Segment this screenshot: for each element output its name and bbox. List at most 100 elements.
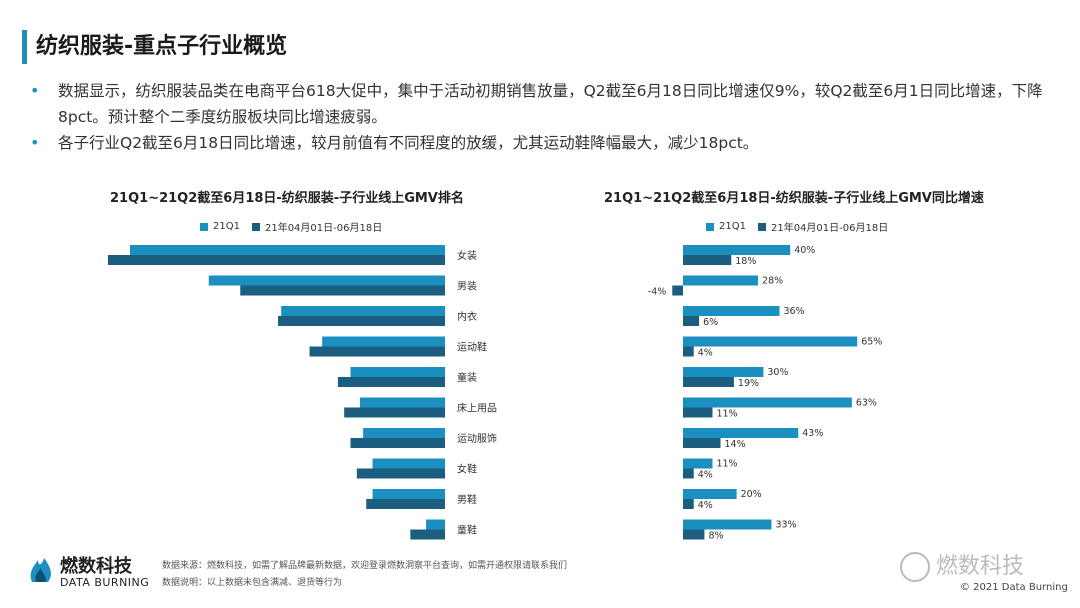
legend-label-s1: 21Q1 — [213, 221, 240, 232]
category-label: 男鞋 — [457, 493, 477, 506]
bar-right-s2 — [683, 316, 700, 326]
left-chart-legend: 21Q1 21年04月01日-06月18日 — [200, 219, 394, 234]
data-label-s2: 6% — [703, 317, 718, 328]
category-label: 女鞋 — [457, 463, 477, 476]
data-label-s2: 11% — [716, 409, 737, 420]
data-description-note: 数据说明：以上数据未包含满减、退货等行为 — [162, 578, 343, 588]
category-label: 运动服饰 — [457, 432, 497, 445]
bar-right-s2 — [683, 255, 732, 265]
copyright: © 2021 Data Burning — [960, 582, 1068, 593]
legend-item-s1: 21Q1 — [200, 221, 240, 232]
bar-right-s1 — [683, 489, 737, 499]
bar-left-s2 — [366, 499, 445, 509]
legend-swatch-s1 — [706, 222, 714, 231]
data-label-s1: 28% — [762, 276, 783, 287]
bar-right-s2 — [683, 346, 694, 357]
data-label-s2: 8% — [708, 531, 723, 542]
bar-right-s1 — [683, 306, 780, 316]
bar-right-s1 — [683, 245, 791, 255]
legend-item-s2: 21年04月01日-06月18日 — [251, 219, 383, 234]
title-accent-bar — [22, 30, 27, 64]
bar-left-s2 — [278, 316, 445, 326]
data-label-s2: 4% — [698, 500, 713, 511]
bar-left-s1 — [281, 306, 445, 316]
bar-right-s2 — [683, 529, 705, 540]
legend-item-s1: 21Q1 — [706, 221, 746, 232]
category-label: 运动鞋 — [457, 341, 487, 354]
bar-left-s2 — [356, 468, 445, 479]
data-source-note: 数据来源：燃数科技，如需了解品牌最新数据，欢迎登录燃数洞察平台查询，如需开通权限… — [162, 561, 568, 571]
bar-left-s2 — [309, 346, 445, 357]
watermark-text: 燃数科技 — [936, 554, 1025, 579]
brand-name: 燃数科技 — [60, 556, 132, 577]
bullet-item: 数据显示，纺织服装品类在电商平台618大促中，集中于活动初期销售放量，Q2截至6… — [28, 78, 1058, 130]
bar-left-s2 — [410, 529, 445, 540]
bar-right-s1 — [683, 519, 772, 530]
legend-swatch-s2 — [251, 222, 260, 231]
data-label-s1: 20% — [741, 489, 762, 500]
data-label-s1: 33% — [775, 520, 796, 531]
legend-swatch-s1 — [200, 222, 208, 231]
bar-right-s2 — [683, 499, 694, 509]
data-label-s1: 40% — [794, 245, 815, 256]
data-label-s2: 18% — [735, 256, 756, 267]
bar-right-s1 — [683, 397, 852, 408]
category-label: 女装 — [457, 249, 477, 262]
data-label-s2: 4% — [698, 470, 713, 481]
category-label: 男装 — [457, 280, 477, 293]
data-label-s1: 65% — [861, 337, 882, 348]
legend-item-s2: 21年04月01日-06月18日 — [757, 219, 889, 234]
brand-name-en: DATA BURNING — [60, 576, 150, 589]
bar-left-s1 — [372, 458, 445, 469]
bar-left-s1 — [208, 275, 445, 286]
bar-right-s1 — [683, 458, 713, 469]
bar-left-s1 — [372, 489, 445, 499]
data-label-s1: 63% — [856, 398, 877, 409]
bar-left-s1 — [363, 428, 445, 438]
bar-right-s2 — [683, 468, 694, 479]
data-label-s2: 14% — [725, 439, 746, 450]
bullet-list: 数据显示，纺织服装品类在电商平台618大促中，集中于活动初期销售放量，Q2截至6… — [28, 78, 1058, 156]
bar-left-s2 — [350, 438, 445, 448]
left-chart-title: 21Q1~21Q2截至6月18日-纺织服装-子行业线上GMV排名 — [110, 191, 464, 206]
bar-left-s2 — [344, 407, 445, 418]
page-title: 纺织服装-重点子行业概览 — [36, 34, 288, 59]
bar-left-s1 — [130, 245, 445, 255]
category-label: 童装 — [457, 371, 477, 384]
right-chart-title: 21Q1~21Q2截至6月18日-纺织服装-子行业线上GMV同比增速 — [604, 191, 984, 206]
bar-left-s1 — [359, 397, 445, 408]
bar-right-s1 — [683, 428, 799, 438]
data-label-s1: 30% — [767, 367, 788, 378]
data-label-s2: 19% — [738, 378, 759, 389]
bar-left-s1 — [322, 336, 445, 347]
bar-right-s2 — [683, 407, 713, 418]
category-label: 内衣 — [457, 310, 477, 323]
category-label: 床上用品 — [457, 402, 497, 415]
bar-right-s2 — [672, 285, 683, 296]
bar-left-s1 — [350, 367, 445, 377]
data-label-s2: 4% — [698, 348, 713, 359]
data-label-s2: -4% — [648, 287, 667, 298]
watermark: 燃数科技 — [900, 548, 1024, 582]
legend-label-s2: 21年04月01日-06月18日 — [770, 223, 889, 234]
legend-label-s2: 21年04月01日-06月18日 — [264, 223, 383, 234]
wechat-icon — [900, 552, 930, 582]
data-label-s1: 11% — [716, 459, 737, 470]
bullet-item: 各子行业Q2截至6月18日同比增速，较月前值有不同程度的放缓，尤其运动鞋降幅最大… — [28, 130, 1058, 156]
right-chart-legend: 21Q1 21年04月01日-06月18日 — [706, 219, 900, 234]
bar-left-s1 — [426, 519, 445, 530]
bar-right-s1 — [683, 275, 759, 286]
bar-left-s2 — [240, 285, 445, 296]
bar-right-s2 — [683, 438, 721, 448]
data-burning-logo-icon — [30, 558, 51, 582]
bar-right-s1 — [683, 367, 764, 377]
bar-right-s1 — [683, 336, 858, 347]
bar-left-s2 — [107, 255, 445, 265]
data-label-s1: 43% — [802, 428, 823, 439]
bar-left-s2 — [337, 377, 445, 387]
bar-right-s2 — [683, 377, 734, 387]
category-label: 童鞋 — [457, 524, 477, 537]
data-label-s1: 36% — [783, 306, 804, 317]
legend-swatch-s2 — [757, 222, 766, 231]
